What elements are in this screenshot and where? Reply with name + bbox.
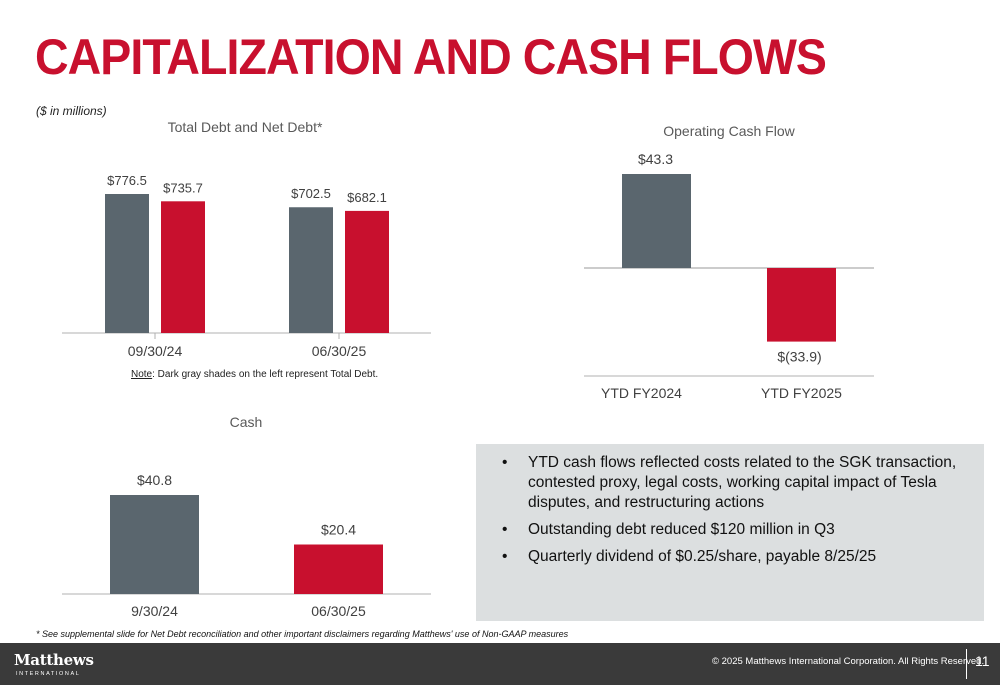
note-text: : Dark gray shades on the left represent… <box>152 369 379 380</box>
footnote: * See supplemental slide for Net Debt re… <box>36 629 569 639</box>
commentary-text: Quarterly dividend of $0.25/share, payab… <box>528 548 877 565</box>
commentary-item: • YTD cash flows reflected costs related… <box>502 453 960 513</box>
footer-bar: Matthews INTERNATIONAL © 2025 Matthews I… <box>0 643 1000 685</box>
ocf-tick-label: YTD FY2024 <box>601 385 682 401</box>
debt-tick-label: 06/30/25 <box>312 343 367 359</box>
cash-chart-title: Cash <box>230 414 263 430</box>
company-logo: Matthews <box>14 651 94 669</box>
debt-chart-title: Total Debt and Net Debt* <box>168 119 323 135</box>
page-number: 11 <box>975 653 990 669</box>
commentary-list: • YTD cash flows reflected costs related… <box>476 444 984 567</box>
copyright-text: © 2025 Matthews International Corporatio… <box>712 656 985 667</box>
debt-data-label: $702.5 <box>291 186 331 201</box>
chart-note: Note: Dark gray shades on the left repre… <box>131 369 378 380</box>
units-subtitle: ($ in millions) <box>36 104 107 118</box>
ocf-chart-title: Operating Cash Flow <box>663 123 795 139</box>
cash-tick-label: 9/30/24 <box>131 603 178 619</box>
ocf-tick-label: YTD FY2025 <box>761 385 842 401</box>
ocf-bar <box>767 268 836 342</box>
debt-bar <box>345 210 389 333</box>
debt-bar <box>289 207 333 333</box>
commentary-item: • Quarterly dividend of $0.25/share, pay… <box>502 547 960 567</box>
debt-data-label: $735.7 <box>163 180 203 195</box>
commentary-item: • Outstanding debt reduced $120 million … <box>502 520 960 540</box>
cash-data-label: $40.8 <box>137 472 172 488</box>
debt-bar <box>105 194 149 333</box>
bullet-marker: • <box>502 548 508 565</box>
commentary-text: YTD cash flows reflected costs related t… <box>528 454 957 511</box>
cash-data-label: $20.4 <box>321 522 356 538</box>
ocf-data-label: $(33.9) <box>777 349 821 365</box>
commentary-box: • YTD cash flows reflected costs related… <box>476 444 984 621</box>
note-label: Note <box>131 369 153 380</box>
debt-data-label: $776.5 <box>107 173 147 188</box>
bullet-marker: • <box>502 454 508 471</box>
debt-bar <box>161 201 205 333</box>
cash-tick-label: 06/30/25 <box>311 603 366 619</box>
bullet-marker: • <box>502 521 508 538</box>
page-title: CAPITALIZATION AND CASH FLOWS <box>35 29 827 85</box>
cash-bar <box>110 495 199 594</box>
debt-tick-label: 09/30/24 <box>128 343 183 359</box>
company-logo-subtext: INTERNATIONAL <box>16 671 81 677</box>
footer-divider <box>966 649 967 679</box>
commentary-text: Outstanding debt reduced $120 million in… <box>528 521 835 538</box>
cash-bar <box>294 544 383 594</box>
debt-data-label: $682.1 <box>347 190 387 205</box>
ocf-bar <box>622 174 691 268</box>
ocf-data-label: $43.3 <box>638 151 673 167</box>
